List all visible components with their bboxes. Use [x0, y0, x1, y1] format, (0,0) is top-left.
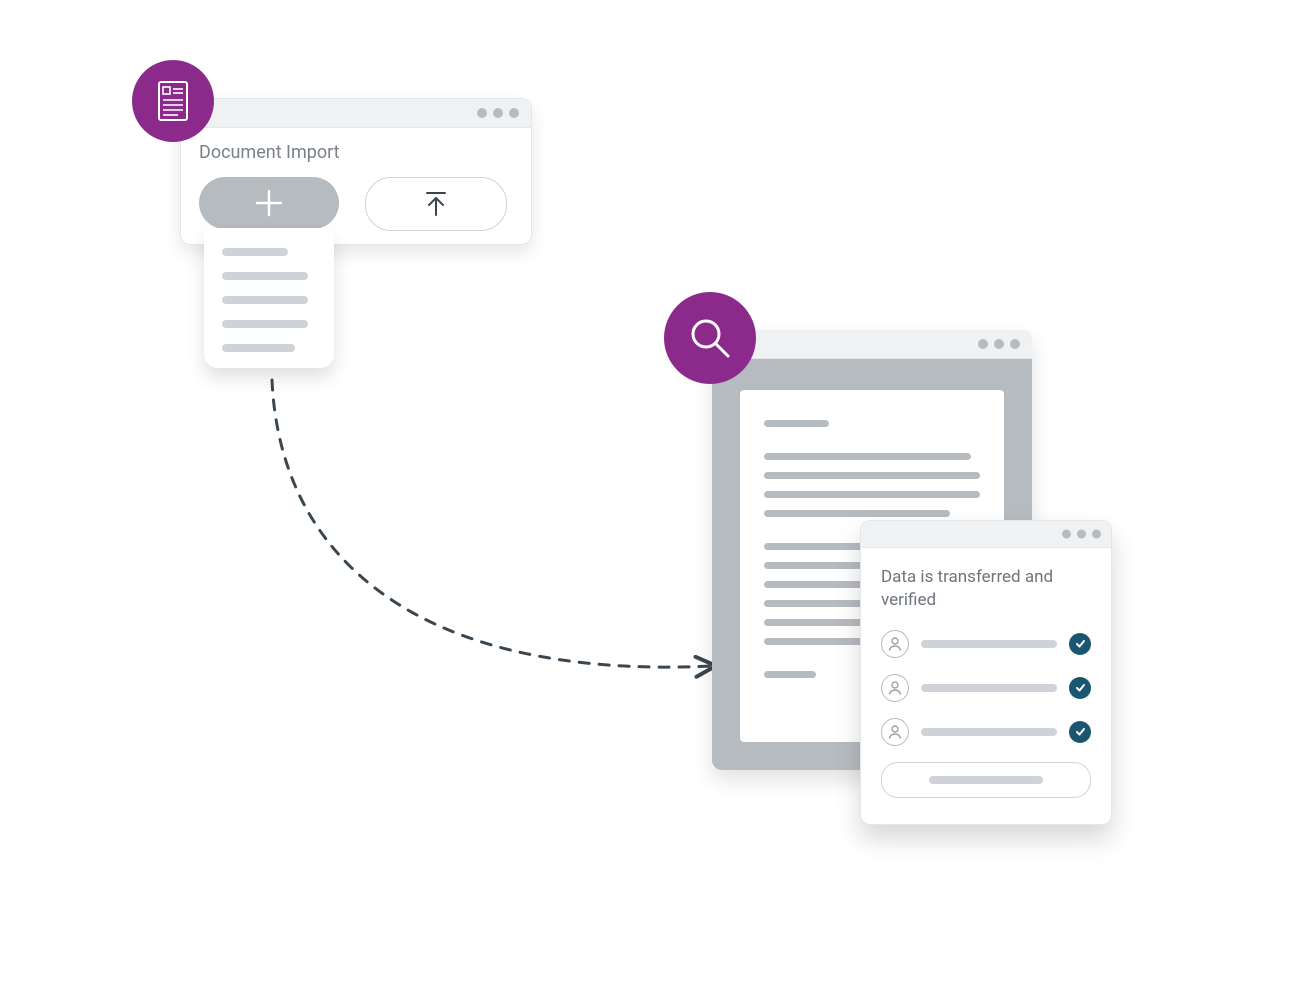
verify-row — [881, 630, 1091, 658]
verify-row-bar — [921, 728, 1057, 736]
verify-panel-body: Data is transferred and verified — [861, 548, 1111, 824]
verify-panel: Data is transferred and verified — [860, 520, 1112, 825]
window-dot — [493, 108, 503, 118]
analyze-window-titlebar — [712, 330, 1032, 359]
check-icon — [1069, 633, 1091, 655]
dropdown-line — [222, 248, 288, 256]
window-dots — [1062, 530, 1101, 539]
window-dots — [477, 108, 519, 118]
infographic-stage: Document Import — [0, 0, 1300, 1000]
person-icon — [881, 630, 909, 658]
page-text-line — [764, 671, 816, 678]
document-icon — [152, 78, 194, 124]
add-dropdown-sheet — [204, 228, 334, 368]
add-button[interactable] — [199, 177, 339, 229]
window-dot — [978, 339, 988, 349]
window-dot — [1010, 339, 1020, 349]
import-window: Document Import — [180, 98, 532, 245]
plus-icon — [252, 186, 286, 220]
check-icon — [1069, 677, 1091, 699]
page-text-line — [764, 472, 980, 479]
verify-panel-title: Data is transferred and verified — [881, 566, 1091, 612]
upload-icon — [419, 187, 453, 221]
window-dot — [994, 339, 1004, 349]
window-dot — [477, 108, 487, 118]
person-icon — [881, 718, 909, 746]
check-icon — [1069, 721, 1091, 743]
document-badge — [132, 60, 214, 142]
window-dot — [1077, 530, 1086, 539]
page-text-line — [764, 420, 829, 427]
verify-row — [881, 674, 1091, 702]
dropdown-line — [222, 320, 308, 328]
verify-rows — [881, 630, 1091, 746]
import-window-title: Document Import — [199, 142, 513, 163]
verify-row — [881, 718, 1091, 746]
page-text-line — [764, 453, 971, 460]
dropdown-line — [222, 272, 308, 280]
dropdown-line — [222, 344, 295, 352]
window-dot — [1062, 530, 1071, 539]
upload-button[interactable] — [365, 177, 507, 231]
person-icon — [881, 674, 909, 702]
verify-panel-titlebar — [861, 521, 1111, 548]
page-text-line — [764, 491, 980, 498]
search-badge — [664, 292, 756, 384]
verify-row-bar — [921, 684, 1057, 692]
verify-row-bar — [921, 640, 1057, 648]
import-button-row — [199, 177, 513, 231]
import-window-titlebar — [181, 99, 531, 128]
verify-button-label-placeholder — [929, 776, 1043, 784]
page-text-line — [764, 510, 950, 517]
window-dot — [1092, 530, 1101, 539]
window-dots — [978, 339, 1020, 349]
verify-action-button[interactable] — [881, 762, 1091, 798]
dropdown-line — [222, 296, 308, 304]
window-dot — [509, 108, 519, 118]
search-icon — [684, 312, 736, 364]
